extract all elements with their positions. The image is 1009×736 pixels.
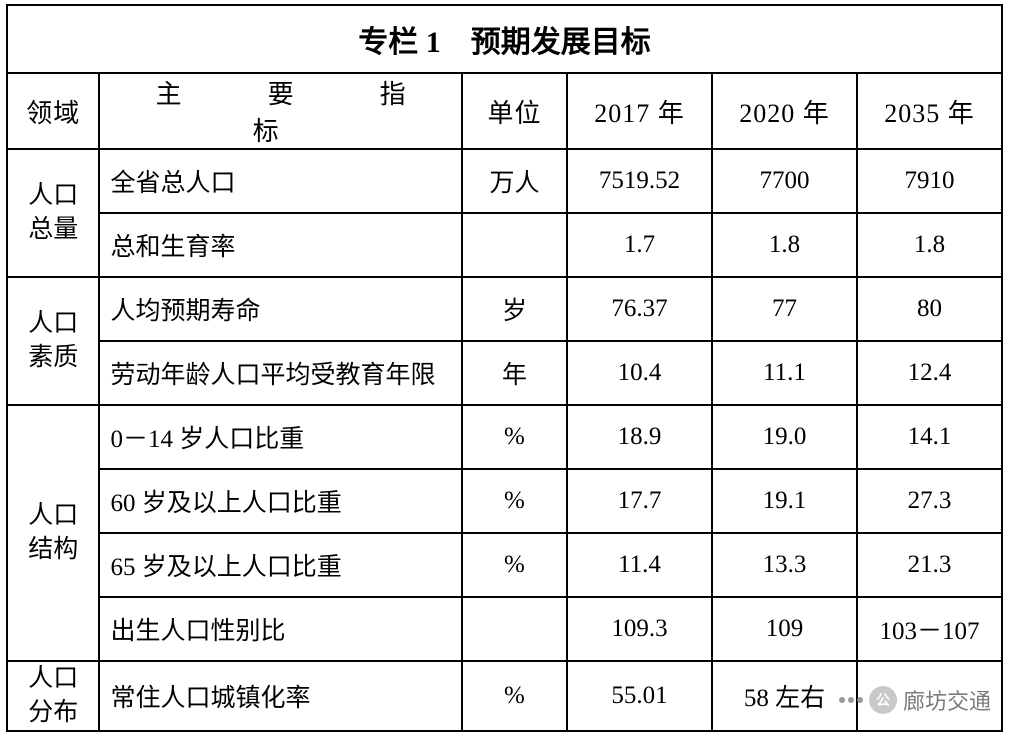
- y2017-cell: 7519.52: [567, 149, 712, 213]
- table-title: 专栏 1 预期发展目标: [7, 5, 1002, 73]
- col-2035: 2035 年: [857, 73, 1002, 149]
- y2017-cell: 109.3: [567, 597, 712, 661]
- indicator-cell: 65 岁及以上人口比重: [99, 533, 461, 597]
- y2035-cell: 21.3: [857, 533, 1002, 597]
- y2017-cell: 55.01: [567, 661, 712, 731]
- y2020-cell: 19.0: [712, 405, 857, 469]
- category-cell: 人口总量: [7, 149, 99, 277]
- unit-cell: [462, 597, 567, 661]
- y2017-cell: 18.9: [567, 405, 712, 469]
- unit-cell: 万人: [462, 149, 567, 213]
- y2035-cell: 80: [857, 277, 1002, 341]
- unit-cell: 岁: [462, 277, 567, 341]
- y2020-cell: 1.8: [712, 213, 857, 277]
- y2017-cell: 1.7: [567, 213, 712, 277]
- y2020-cell: 109: [712, 597, 857, 661]
- y2035-cell: [857, 661, 1002, 731]
- y2020-cell: 77: [712, 277, 857, 341]
- col-2017: 2017 年: [567, 73, 712, 149]
- unit-cell: %: [462, 533, 567, 597]
- y2035-cell: 14.1: [857, 405, 1002, 469]
- indicator-cell: 0－14 岁人口比重: [99, 405, 461, 469]
- y2035-cell: 12.4: [857, 341, 1002, 405]
- table-row: 人口素质 人均预期寿命 岁 76.37 77 80: [7, 277, 1002, 341]
- table-row: 人口结构 0－14 岁人口比重 % 18.9 19.0 14.1: [7, 405, 1002, 469]
- y2035-cell: 1.8: [857, 213, 1002, 277]
- y2035-cell: 7910: [857, 149, 1002, 213]
- table-row: 总和生育率 1.7 1.8 1.8: [7, 213, 1002, 277]
- category-cell: 人口结构: [7, 405, 99, 661]
- table-row: 65 岁及以上人口比重 % 11.4 13.3 21.3: [7, 533, 1002, 597]
- unit-cell: 年: [462, 341, 567, 405]
- unit-cell: [462, 213, 567, 277]
- y2020-cell: 19.1: [712, 469, 857, 533]
- y2020-cell: 7700: [712, 149, 857, 213]
- indicator-cell: 劳动年龄人口平均受教育年限: [99, 341, 461, 405]
- indicator-cell: 总和生育率: [99, 213, 461, 277]
- col-indicator: 主 要 指 标: [99, 73, 461, 149]
- table-title-row: 专栏 1 预期发展目标: [7, 5, 1002, 73]
- table-header-row: 领域 主 要 指 标 单位 2017 年 2020 年 2035 年: [7, 73, 1002, 149]
- indicator-cell: 常住人口城镇化率: [99, 661, 461, 731]
- indicator-cell: 人均预期寿命: [99, 277, 461, 341]
- table-row: 出生人口性别比 109.3 109 103－107: [7, 597, 1002, 661]
- table-row: 60 岁及以上人口比重 % 17.7 19.1 27.3: [7, 469, 1002, 533]
- y2020-cell: 11.1: [712, 341, 857, 405]
- category-cell: 人口素质: [7, 277, 99, 405]
- y2020-cell: 13.3: [712, 533, 857, 597]
- unit-cell: %: [462, 661, 567, 731]
- indicator-cell: 出生人口性别比: [99, 597, 461, 661]
- y2017-cell: 76.37: [567, 277, 712, 341]
- indicator-cell: 60 岁及以上人口比重: [99, 469, 461, 533]
- y2017-cell: 10.4: [567, 341, 712, 405]
- y2017-cell: 17.7: [567, 469, 712, 533]
- col-2020: 2020 年: [712, 73, 857, 149]
- unit-cell: %: [462, 405, 567, 469]
- y2035-cell: 103－107: [857, 597, 1002, 661]
- table-row: 人口总量 全省总人口 万人 7519.52 7700 7910: [7, 149, 1002, 213]
- category-cell: 人口分布: [7, 661, 99, 731]
- y2035-cell: 27.3: [857, 469, 1002, 533]
- y2017-cell: 11.4: [567, 533, 712, 597]
- col-category: 领域: [7, 73, 99, 149]
- table-row: 人口分布 常住人口城镇化率 % 55.01 58 左右: [7, 661, 1002, 731]
- development-targets-table: 专栏 1 预期发展目标 领域 主 要 指 标 单位 2017 年 2020 年 …: [6, 4, 1003, 732]
- table-row: 劳动年龄人口平均受教育年限 年 10.4 11.1 12.4: [7, 341, 1002, 405]
- y2020-cell: 58 左右: [712, 661, 857, 731]
- indicator-cell: 全省总人口: [99, 149, 461, 213]
- unit-cell: %: [462, 469, 567, 533]
